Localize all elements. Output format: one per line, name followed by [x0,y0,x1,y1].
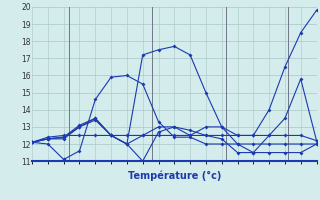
X-axis label: Température (°c): Température (°c) [128,170,221,181]
